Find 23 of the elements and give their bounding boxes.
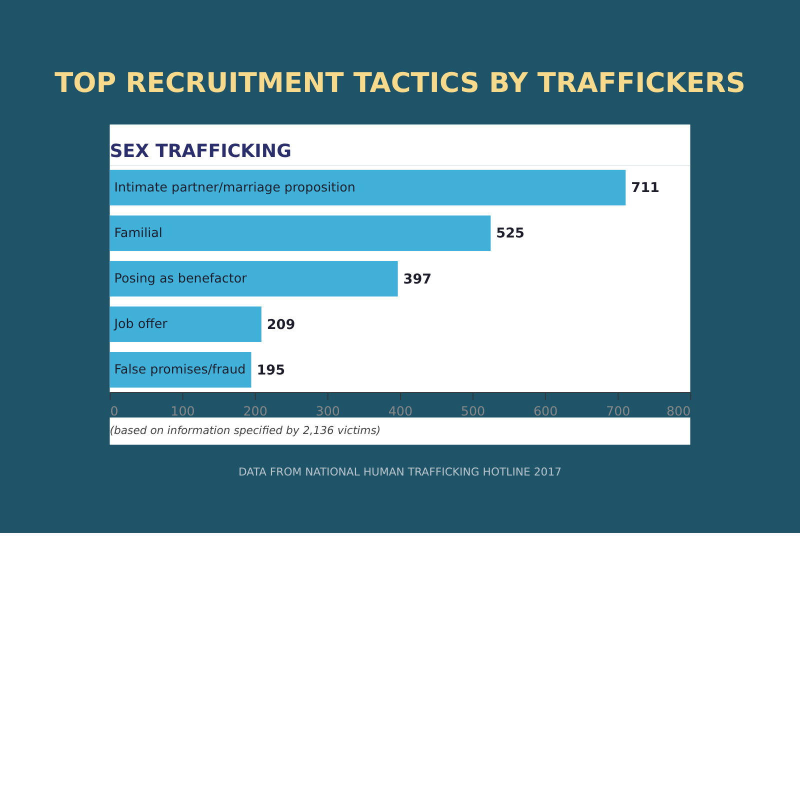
y-tick-label: Job offer <box>113 316 168 331</box>
y-tick-label: Intimate partner/marriage proposition <box>114 179 356 194</box>
x-tick-label: 100 <box>170 403 195 418</box>
y-tick-label: Familial <box>114 224 162 240</box>
chart-title: TOP RECRUITMENT TACTICS BY TRAFFICKERS <box>54 68 746 99</box>
x-tick-label: 200 <box>243 403 268 418</box>
x-tick-label: 700 <box>606 403 630 418</box>
x-tick-label: 300 <box>316 403 340 418</box>
data-label: 209 <box>266 316 296 333</box>
data-label: 525 <box>496 226 525 242</box>
x-tick-label: 600 <box>533 403 558 418</box>
y-tick-label: Posing as benefactor <box>114 270 248 286</box>
y-tick-label: False promises/fraud <box>114 361 246 376</box>
x-tick-label: 400 <box>388 403 413 418</box>
text: (based on information specified by 2,136 victims) <box>110 424 381 437</box>
data-label: 711 <box>631 180 660 196</box>
data-label: 195 <box>256 362 286 378</box>
data-label: 397 <box>403 271 432 288</box>
x-tick-label: 0 <box>110 403 118 418</box>
chart-subtitle: SEX TRAFFICKING <box>110 141 292 162</box>
text: DATA FROM NATIONAL HUMAN TRAFFICKING HOTLINE 2017 <box>238 466 562 479</box>
x-tick-label: 500 <box>460 403 486 418</box>
x-tick-label: 800 <box>666 403 691 418</box>
